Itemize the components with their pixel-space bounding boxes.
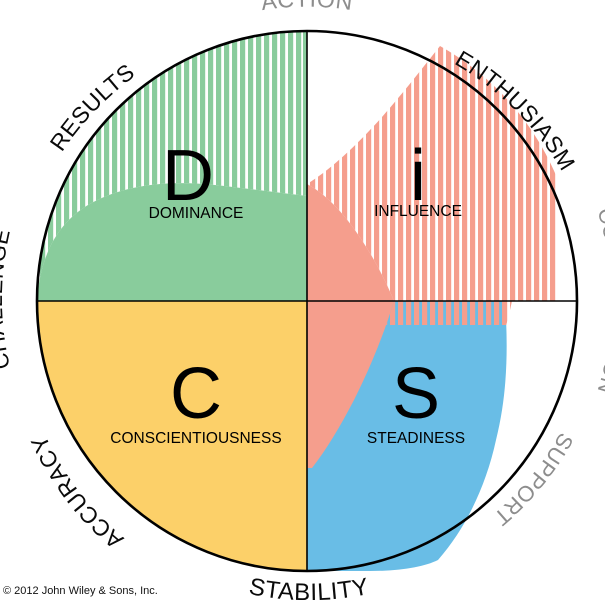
quadrant-name-dominance: DOMINANCE [149, 205, 244, 222]
quadrant-fill-influence [307, 46, 577, 538]
quadrant-letter-c: C [170, 354, 222, 434]
quadrant-letter-i: i [410, 136, 426, 216]
quadrant-fill-conscientiousness [37, 301, 307, 571]
outer-label-support-text: SUPPORT [489, 429, 578, 531]
quadrant-name-influence: INFLUENCE [374, 203, 462, 220]
quadrant-name-conscientiousness: CONSCIENTIOUSNESS [110, 430, 281, 447]
outer-label-challenge: CHALLENGE [0, 226, 15, 371]
quadrant-letter-d: D [162, 136, 214, 216]
outer-label-stability-text: STABILITY [247, 573, 371, 600]
copyright-notice: © 2012 John Wiley & Sons, Inc. [3, 585, 158, 597]
quadrant-fill-dominance [37, 31, 307, 301]
quadrant-name-steadiness: STEADINESS [367, 430, 465, 447]
outer-label-collaboration: COLLABORATION [593, 206, 605, 397]
outer-label-support: SUPPORT [489, 429, 579, 531]
quadrant-letter-s: S [392, 354, 440, 434]
outer-label-action-text: ACTION [259, 0, 354, 15]
outer-label-stability: STABILITY [247, 573, 371, 600]
outer-label-collaboration-text: COLLABORATION [593, 206, 605, 397]
outer-label-action: ACTION [259, 0, 354, 15]
outer-label-challenge-text: CHALLENGE [0, 226, 14, 371]
